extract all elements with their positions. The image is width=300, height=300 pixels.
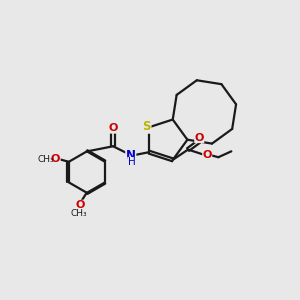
Text: O: O bbox=[51, 154, 60, 164]
Text: S: S bbox=[142, 120, 151, 133]
Text: N: N bbox=[126, 149, 136, 162]
Text: O: O bbox=[76, 200, 85, 210]
Text: O: O bbox=[195, 133, 204, 143]
Text: H: H bbox=[128, 157, 135, 167]
Text: CH₃: CH₃ bbox=[38, 155, 55, 164]
Text: O: O bbox=[202, 150, 212, 160]
Text: CH₃: CH₃ bbox=[70, 209, 87, 218]
Text: O: O bbox=[108, 123, 118, 133]
